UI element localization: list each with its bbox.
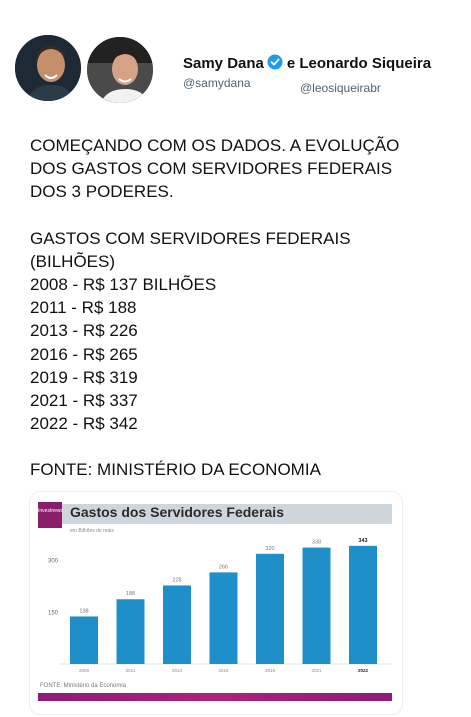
list-title-unit: (BILHÕES) [30, 251, 116, 271]
data-label-2016: 266 [219, 564, 228, 570]
bar-2022 [349, 545, 377, 664]
x-tick-label-2013: 2013 [172, 668, 183, 673]
data-label-2019: 320 [265, 546, 274, 552]
brand-footer-bar [38, 693, 392, 701]
list-item: 2013 - R$ 226 [30, 321, 138, 341]
tweet-text: COMEÇANDO COM OS DADOS. A EVOLUÇÃO DOS G… [30, 134, 450, 482]
bar-2019 [256, 553, 284, 664]
bar-2008 [70, 616, 98, 664]
bar-2011 [116, 599, 145, 664]
author-names: Samy Dana e Leonardo Siqueira [183, 54, 431, 75]
x-tick-label-2008: 2008 [79, 668, 90, 673]
list-item: 2022 - R$ 342 [30, 414, 138, 434]
avatar-leonardo-siqueira[interactable] [84, 34, 156, 106]
author-name-1[interactable]: Samy Dana [183, 55, 264, 72]
bar-2016 [209, 572, 238, 664]
x-tick-label-2019: 2019 [265, 668, 276, 673]
data-label-2008: 138 [79, 608, 88, 614]
data-label-2021: 338 [312, 540, 321, 546]
x-tick-label-2016: 2016 [218, 668, 229, 673]
y-tick-label: 150 [48, 610, 59, 616]
list-item: 2021 - R$ 337 [30, 391, 138, 411]
data-label-2022: 343 [358, 538, 367, 544]
chart-subtitle: em Bilhões de reais [70, 528, 114, 534]
bar-chart: 150 300 138 2008 188 2011 228 2013 266 2016 320 201… [48, 538, 392, 673]
bar-2021 [302, 547, 331, 664]
handle-leosiqueirabr[interactable]: @leosiqueirabr [300, 81, 381, 95]
chart-image-card[interactable]: Investnews Gastos dos Servidores Federai… [30, 492, 402, 714]
bar-2013 [163, 585, 191, 664]
author-name-2[interactable]: e Leonardo Siqueira [286, 55, 432, 72]
chart-title-bar [38, 504, 392, 524]
person-icon [15, 35, 81, 101]
y-tick-label: 300 [48, 559, 59, 565]
avatar-samy-dana[interactable] [12, 32, 84, 104]
chart-title: Gastos dos Servidores Federais [70, 504, 284, 520]
investnews-logo: Investnews [38, 502, 63, 528]
tweet-line: DOS 3 PODERES. [30, 182, 174, 202]
x-tick-label-2022: 2022 [358, 668, 369, 673]
x-tick-label-2021: 2021 [311, 668, 322, 673]
data-label-2011: 188 [126, 591, 135, 597]
person-icon [87, 37, 153, 103]
chart-source: FONTE: Ministério da Economia [40, 683, 127, 689]
list-item: 2016 - R$ 265 [30, 344, 138, 364]
list-item: 2019 - R$ 319 [30, 367, 138, 387]
tweet-header: Samy Dana e Leonardo Siqueira @samydana @… [0, 0, 471, 120]
verified-badge-icon [267, 54, 283, 75]
data-label-2013: 228 [172, 577, 181, 583]
list-title: GASTOS COM SERVIDORES FEDERAIS [30, 228, 351, 248]
list-item: 2011 - R$ 188 [30, 298, 137, 318]
tweet-line: COMEÇANDO COM OS DADOS. A EVOLUÇÃO [30, 136, 400, 155]
list-item: 2008 - R$ 137 BILHÕES [30, 275, 217, 295]
x-tick-label-2011: 2011 [126, 668, 136, 673]
source-line: FONTE: MINISTÉRIO DA ECONOMIA [30, 460, 321, 480]
handle-samydana[interactable]: @samydana [183, 76, 251, 90]
tweet-line: DOS GASTOS COM SERVIDORES FEDERAIS [30, 159, 393, 179]
